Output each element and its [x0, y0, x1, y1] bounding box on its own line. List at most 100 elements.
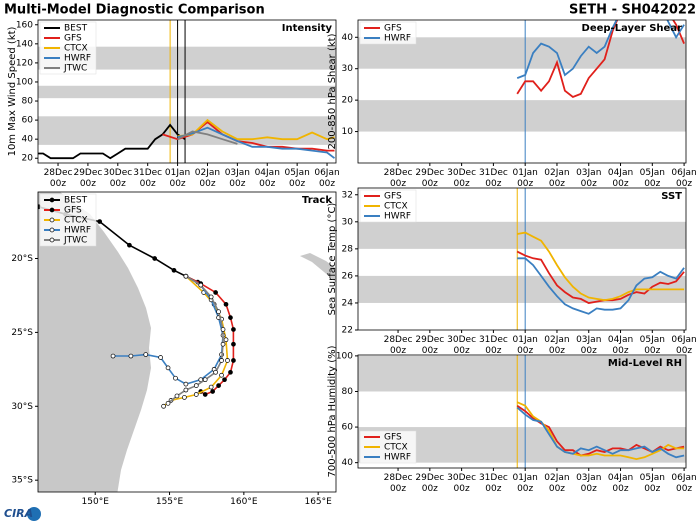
- x-tick-label: 28Dec 00z: [384, 335, 413, 356]
- series-line: [177, 130, 238, 145]
- y-tick-label: 28: [342, 244, 354, 254]
- series-line: [516, 20, 685, 99]
- legend-label: GFS: [64, 34, 82, 44]
- x-tick-label: 01Jan 00z: [513, 335, 538, 356]
- legend-label: GFS: [384, 192, 402, 202]
- series-line: [516, 401, 685, 461]
- plot-area: [358, 20, 686, 163]
- track-point: [97, 219, 103, 224]
- track-point: [213, 290, 218, 295]
- plot-area: [358, 188, 686, 330]
- x-tick-label: 02Jan 00z: [544, 473, 569, 494]
- band: [358, 355, 686, 392]
- x-tick-label: 04Jan 00z: [608, 168, 633, 189]
- y-tick-label: 60: [342, 423, 354, 433]
- track-point: [228, 369, 233, 375]
- panel-title: SST: [661, 191, 682, 202]
- x-tick-label: 04Jan 00z: [255, 168, 280, 189]
- y-axis-label: Sea Surface Temp (°C): [327, 203, 338, 316]
- legend-marker: [49, 207, 55, 213]
- x-tick-label: 06Jan 00z: [314, 168, 339, 189]
- track-point: [222, 377, 227, 383]
- frame: [357, 354, 687, 469]
- legend-label: HWRF: [64, 54, 91, 64]
- band: [38, 116, 336, 145]
- legend-label: JTWC: [63, 236, 87, 246]
- y-tick-label: 140: [16, 39, 33, 49]
- legend-label: HWRF: [384, 34, 411, 44]
- legend-label: GFS: [64, 206, 82, 216]
- x-tick-label: 01Jan 00z: [165, 168, 190, 189]
- track-point: [202, 377, 208, 383]
- x-tick-label: 01Jan 00z: [513, 473, 538, 494]
- x-tick-label: 05Jan 00z: [640, 335, 665, 356]
- band: [358, 100, 686, 132]
- y-axis-label: 700-500 hPa Humidity (%): [327, 345, 338, 477]
- y-tick-label: 30: [342, 64, 354, 74]
- track-point: [193, 383, 199, 388]
- track-point: [127, 242, 132, 248]
- y-tick-label: 10: [342, 127, 354, 137]
- track-point: [198, 282, 204, 288]
- x-tick-label: 02Jan 00z: [544, 168, 569, 189]
- series-line: [177, 118, 335, 141]
- y-tick-label: 40: [22, 135, 34, 145]
- series-line: [517, 231, 685, 302]
- series-line: [516, 406, 685, 459]
- legend-marker: [49, 197, 55, 203]
- x-tick-label: 02Jan 00z: [195, 168, 220, 189]
- x-tick-label: 02Jan 00z: [544, 335, 569, 356]
- x-tick-label: 28Dec 00z: [384, 168, 413, 189]
- track-point: [220, 327, 226, 332]
- y-tick-label: 40: [342, 33, 354, 43]
- australia: [38, 192, 151, 492]
- legend-marker: [49, 217, 55, 223]
- track-point: [213, 369, 218, 375]
- track-point: [228, 315, 233, 320]
- y-axis-label: 200-850 hPa Shear (kt): [327, 33, 338, 149]
- y-tick-label: 24: [342, 298, 354, 308]
- x-tick-label: 30Dec 00z: [103, 168, 132, 189]
- track-point: [158, 355, 163, 360]
- track-point: [202, 392, 208, 397]
- y-tick-label: 20: [342, 96, 354, 106]
- track-point: [223, 337, 229, 343]
- series-line: [177, 126, 336, 159]
- y-axis-label: 10m Max Wind Speed (kt): [7, 26, 18, 156]
- frame: [357, 19, 687, 164]
- x-tick-label: 160°E: [230, 497, 258, 507]
- track-point: [165, 365, 171, 371]
- new-caledonia: [300, 253, 336, 283]
- logo-icon: [27, 507, 41, 521]
- y-tick-label: 25°S: [11, 328, 33, 338]
- page-title: Multi-Model Diagnostic Comparison: [4, 3, 265, 18]
- x-tick-label: 05Jan 00z: [284, 168, 309, 189]
- track-point: [128, 353, 134, 359]
- track-point: [231, 341, 236, 347]
- band: [358, 221, 686, 249]
- storm-id: SETH - SH042022: [569, 3, 696, 18]
- x-tick-label: 03Jan 00z: [576, 473, 601, 494]
- track-point: [208, 294, 214, 300]
- y-tick-label: 120: [16, 58, 33, 68]
- track-point: [198, 377, 204, 383]
- x-tick-label: 06Jan 00z: [671, 168, 696, 189]
- y-tick-label: 22: [342, 326, 353, 336]
- frame: [37, 191, 337, 493]
- legend-label: JTWC: [63, 64, 87, 74]
- track-point: [219, 358, 224, 363]
- x-tick-label: 150°E: [82, 497, 110, 507]
- track-point: [173, 375, 178, 381]
- legend-label: CTCX: [384, 443, 408, 453]
- series-line: [38, 123, 186, 160]
- legend-label: CTCX: [64, 44, 88, 54]
- track-point: [165, 400, 171, 406]
- x-tick-label: 165°E: [304, 497, 332, 507]
- track-point: [231, 327, 236, 332]
- legend-label: CTCX: [384, 202, 408, 212]
- y-tick-label: 30°S: [11, 402, 33, 412]
- x-tick-label: 03Jan 00z: [576, 168, 601, 189]
- legend-label: GFS: [384, 24, 402, 34]
- legend-label: BEST: [64, 196, 88, 206]
